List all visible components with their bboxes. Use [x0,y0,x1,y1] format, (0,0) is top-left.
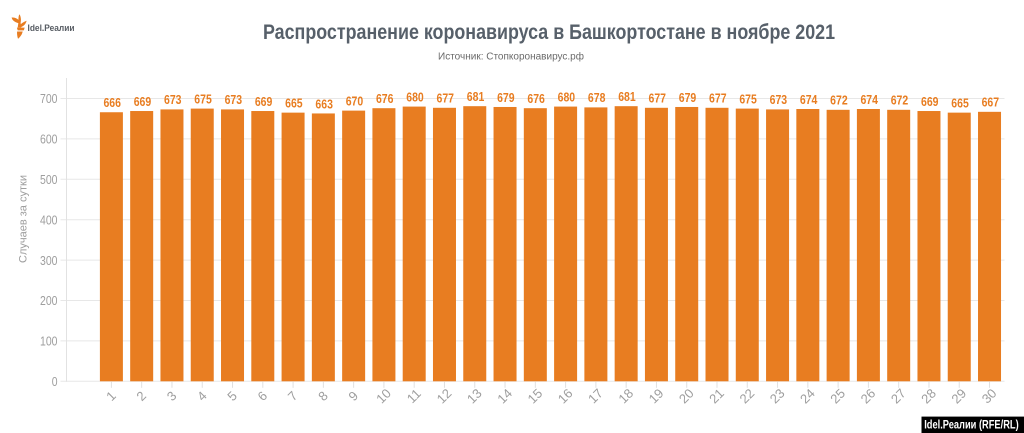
svg-text:666: 666 [103,95,121,110]
svg-text:672: 672 [891,93,909,108]
svg-text:670: 670 [346,93,364,108]
svg-text:674: 674 [800,92,818,107]
svg-text:Распространение коронавируса в: Распространение коронавируса в Башкортос… [263,20,835,44]
svg-text:400: 400 [40,212,58,227]
svg-text:676: 676 [376,91,394,106]
svg-text:678: 678 [588,90,606,105]
svg-text:679: 679 [497,90,515,105]
svg-text:677: 677 [709,91,727,106]
svg-text:681: 681 [618,89,636,104]
svg-text:674: 674 [860,92,878,107]
svg-text:Источник: Стопкоронавирус.рф: Источник: Стопкоронавирус.рф [438,51,584,63]
svg-text:200: 200 [40,293,58,308]
svg-text:0: 0 [52,374,58,389]
svg-text:681: 681 [467,89,485,104]
svg-text:676: 676 [527,91,545,106]
svg-text:665: 665 [951,95,969,110]
svg-text:Idel.Реалии (RFE/RL): Idel.Реалии (RFE/RL) [924,419,1019,431]
svg-text:663: 663 [315,96,333,111]
svg-text:669: 669 [134,94,152,109]
svg-text:672: 672 [830,93,848,108]
svg-text:675: 675 [739,91,757,106]
svg-text:Случаев за сутки: Случаев за сутки [18,175,30,263]
svg-text:300: 300 [40,253,58,268]
svg-text:673: 673 [225,92,243,107]
svg-text:680: 680 [558,89,576,104]
svg-text:600: 600 [40,132,58,147]
svg-text:669: 669 [921,94,939,109]
svg-text:673: 673 [164,92,182,107]
svg-text:500: 500 [40,172,58,187]
svg-text:677: 677 [437,91,455,106]
svg-text:100: 100 [40,334,58,349]
svg-text:675: 675 [194,91,212,106]
svg-text:677: 677 [648,91,666,106]
svg-text:667: 667 [982,95,1000,110]
svg-text:680: 680 [406,89,424,104]
svg-text:Idel.Реалии: Idel.Реалии [28,23,75,33]
svg-text:679: 679 [679,90,697,105]
svg-text:669: 669 [255,94,273,109]
svg-text:700: 700 [40,91,58,106]
svg-text:673: 673 [770,92,788,107]
svg-text:665: 665 [285,95,303,110]
